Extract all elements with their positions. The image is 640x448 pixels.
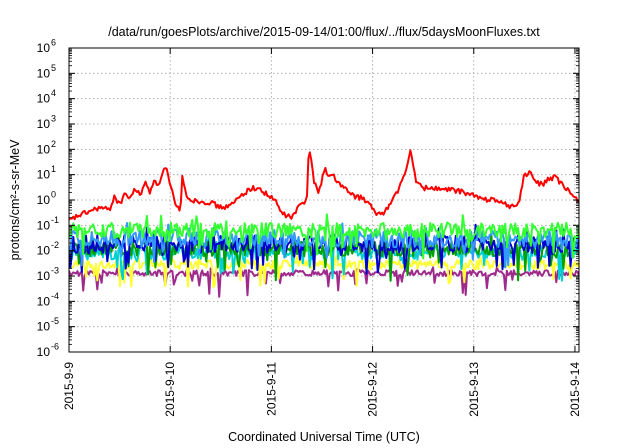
y-tick-exponent: 1 xyxy=(51,164,56,174)
y-tick-label: 10 xyxy=(37,294,51,308)
x-tick-labels: 2015-9-9 2015-9-10 2015-9-11 2015-9-12 2015-… xyxy=(62,362,582,417)
y-tick-label: 10 xyxy=(37,218,51,232)
x-tick-label: 2015-9-10 xyxy=(163,362,177,417)
y-axis-label: protons/cm²-s-sr-MeV xyxy=(8,139,22,261)
y-tick-exponent: 3 xyxy=(51,114,56,124)
y-tick-exponent: -5 xyxy=(51,316,59,326)
x-tick-label: 2015-9-13 xyxy=(467,362,481,417)
y-tick-label: 10 xyxy=(37,345,51,359)
y-tick-label: 10 xyxy=(37,142,51,156)
series-line-7 xyxy=(69,213,579,260)
y-tick-exponent: -3 xyxy=(51,266,59,276)
series-group xyxy=(69,149,579,298)
series-line-1 xyxy=(69,266,579,298)
y-tick-exponent: -2 xyxy=(51,240,59,250)
y-tick-label: 10 xyxy=(37,92,51,106)
x-tick-label: 2015-9-14 xyxy=(568,362,582,417)
series-line-6 xyxy=(69,222,579,269)
y-tick-label: 10 xyxy=(37,244,51,258)
y-tick-exponent: -6 xyxy=(51,342,59,352)
y-tick-label: 10 xyxy=(37,66,51,80)
y-tick-label: 10 xyxy=(37,269,51,283)
y-tick-exponent: -1 xyxy=(51,215,59,225)
chart-title: /data/run/goesPlots/archive/2015-09-14/0… xyxy=(108,25,540,39)
ticks xyxy=(68,47,579,353)
y-tick-label: 10 xyxy=(37,41,51,55)
y-tick-exponent: -4 xyxy=(51,291,59,301)
y-tick-exponent: 6 xyxy=(51,38,56,48)
y-tick-exponent: 5 xyxy=(51,63,56,73)
y-tick-labels: 10 -610 -510 -410 -310 -210 -110 010 110 210 310 41… xyxy=(37,38,59,360)
y-tick-label: 10 xyxy=(37,193,51,207)
y-tick-label: 10 xyxy=(37,168,51,182)
series-line-8 xyxy=(69,149,579,221)
x-tick-label: 2015-9-12 xyxy=(366,362,380,417)
x-axis-label: Coordinated Universal Time (UTC) xyxy=(228,430,420,444)
y-tick-exponent: 0 xyxy=(51,190,56,200)
y-tick-exponent: 2 xyxy=(51,139,56,149)
y-tick-exponent: 4 xyxy=(51,88,56,98)
y-tick-label: 10 xyxy=(37,117,51,131)
grid xyxy=(69,48,579,352)
x-tick-label: 2015-9-9 xyxy=(62,362,76,410)
y-tick-label: 10 xyxy=(37,320,51,334)
x-tick-label: 2015-9-11 xyxy=(264,362,278,416)
